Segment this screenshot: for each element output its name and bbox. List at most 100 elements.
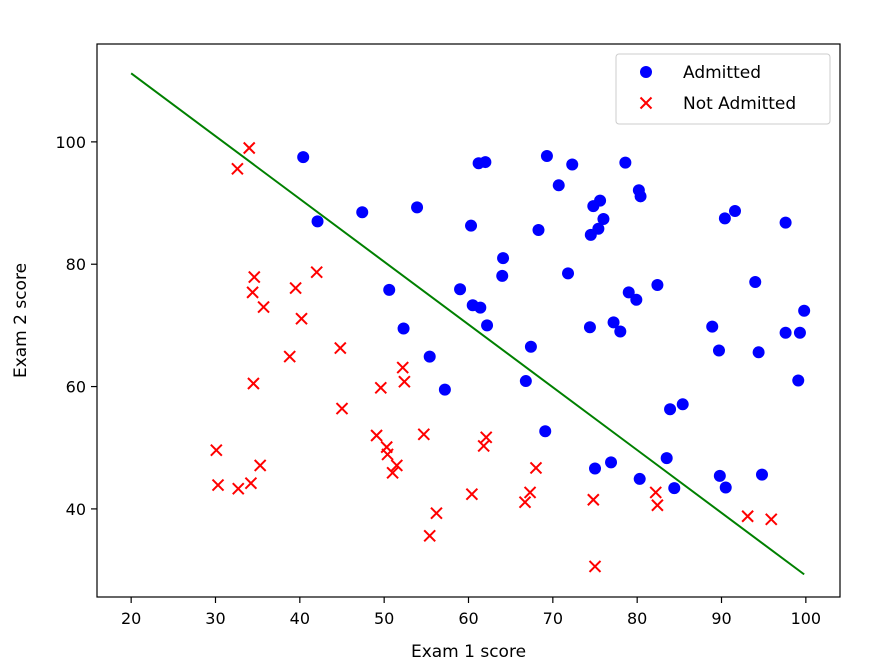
y-axis-label: Exam 2 score [11,263,31,378]
admitted-point [497,252,510,265]
not-admitted-point [518,495,532,509]
x-marker-strokes [210,443,223,457]
x-marker-strokes [480,431,493,444]
y-tick-label: 40 [66,500,86,519]
not-admitted-point [390,459,404,472]
not-admitted-point [765,513,778,526]
x-marker-strokes [465,488,479,501]
x-marker-strokes [283,350,296,363]
admitted-point [651,279,664,292]
x-tick-label: 100 [791,609,822,628]
admitted-point [622,286,635,299]
admitted-point [630,293,643,306]
not-admitted-point [244,477,258,490]
y-tick-label: 60 [66,378,86,397]
not-admitted-point [243,141,256,155]
admitted-point [411,201,424,214]
axes: 20 30 40 50 60 70 80 90 100 40 60 80 100 [55,43,841,628]
not-admitted-point [232,482,245,495]
admitted-point [633,472,646,485]
legend-admitted-marker [640,66,652,78]
not-admitted-point [210,443,223,457]
admitted-point [607,316,620,329]
admitted-point [605,456,618,469]
legend-not-admitted-marker [639,96,653,110]
plot-marks [130,72,811,576]
x-marker-strokes [244,477,258,490]
admitted-point [752,346,765,359]
x-axis-label: Exam 1 score [411,642,526,662]
not-admitted-point [417,428,431,441]
x-marker-strokes [253,459,267,472]
x-marker-strokes [289,281,302,295]
x-marker-strokes [741,510,754,523]
admitted-point [706,320,719,333]
not-admitted-point [257,300,270,314]
not-admitted-point [396,361,409,374]
x-marker-strokes [370,429,383,442]
admitted-point [539,425,552,438]
admitted-point [592,222,605,235]
admitted-point [749,275,762,288]
x-marker-strokes [587,493,600,506]
x-marker-strokes [310,265,323,279]
not-admitted-point [370,429,383,442]
admitted-point [712,344,725,357]
x-marker-strokes [588,560,602,573]
x-marker-strokes [396,361,409,374]
admitted-point [594,194,607,207]
x-marker-strokes [334,341,347,355]
admitted-point [619,156,632,169]
x-tick-label: 60 [458,609,478,628]
not-admitted-point [246,286,259,299]
legend-label: Admitted [683,63,761,83]
x-marker-strokes [649,486,662,499]
x-marker-strokes [374,381,387,394]
not-admitted-point [283,350,296,363]
admitted-point [481,319,494,332]
x-marker-strokes [423,529,436,543]
admitted-point [532,223,545,236]
x-marker-strokes [381,448,394,461]
decision-boundary-line [130,72,805,576]
x-marker-strokes [477,439,490,453]
legend: Admitted Not Admitted [615,53,831,125]
not-admitted-point [465,488,479,501]
admitted-point [479,156,492,169]
x-tick-label: 30 [205,609,225,628]
y-tick-label: 80 [66,255,86,274]
admitted-point [383,283,396,296]
not-admitted-point [423,529,436,543]
admitted-point [755,468,768,481]
admitted-point [664,403,677,416]
not-admitted-point [335,402,349,415]
admitted-point [719,481,732,494]
not-admitted-point [477,439,490,453]
not-admitted-point [430,506,443,520]
admitted-point [614,325,627,338]
admitted-point [474,301,487,314]
admitted-point [465,219,478,232]
not-admitted-point [374,381,387,394]
admitted-point [552,179,565,192]
not-admitted-point [523,486,537,499]
x-marker-strokes [243,141,256,155]
x-marker-strokes [765,513,778,526]
x-tick-label: 40 [290,609,310,628]
x-marker-strokes [529,461,543,475]
admitted-point [589,462,602,475]
admitted-point [634,190,647,203]
not-admitted-point [480,431,493,444]
admitted-point [779,216,792,229]
x-marker-strokes [386,466,399,480]
admitted-point [792,374,805,387]
not-admitted-point [398,375,411,388]
x-tick-label: 20 [121,609,141,628]
admitted-point [779,326,792,339]
legend-box [615,53,831,125]
x-marker-strokes [211,478,225,492]
x-marker-strokes [523,486,537,499]
admitted-point [718,212,731,225]
admitted-point [540,149,553,162]
x-marker-strokes [398,375,411,388]
